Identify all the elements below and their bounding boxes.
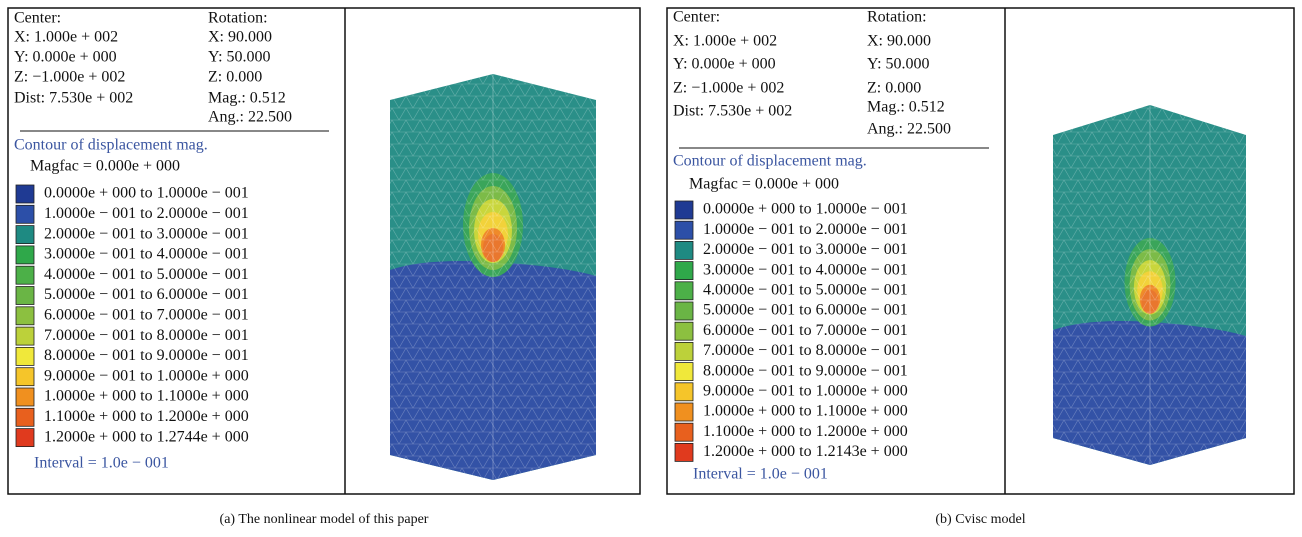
magfac: Magfac = 0.000e + 000 bbox=[689, 176, 839, 193]
legend-swatch bbox=[675, 262, 693, 280]
magfac: Magfac = 0.000e + 000 bbox=[30, 158, 180, 175]
legend-label: 3.0000e − 001 to 4.0000e − 001 bbox=[703, 261, 908, 278]
contour-title: Contour of displacement mag. bbox=[673, 153, 867, 170]
legend-label: 1.1000e + 000 to 1.2000e + 000 bbox=[703, 423, 908, 440]
model bbox=[1053, 105, 1246, 465]
center-value: Z: −1.000e + 002 bbox=[14, 69, 125, 86]
legend-label: 1.0000e − 001 to 2.0000e − 001 bbox=[44, 205, 249, 222]
rotation-label: Rotation: bbox=[867, 9, 927, 26]
legend-label: 6.0000e − 001 to 7.0000e − 001 bbox=[703, 322, 908, 339]
legend-swatch bbox=[675, 302, 693, 320]
mag: Mag.: 0.512 bbox=[867, 99, 945, 116]
rotation-value: Z: 0.000 bbox=[867, 80, 921, 97]
legend-label: 0.0000e + 000 to 1.0000e − 001 bbox=[703, 201, 908, 218]
legend-label: 7.0000e − 001 to 8.0000e − 001 bbox=[703, 342, 908, 359]
center-value: Y: 0.000e + 000 bbox=[14, 49, 117, 66]
legend-swatch bbox=[675, 221, 693, 239]
legend-swatch bbox=[16, 388, 34, 406]
dist: Dist: 7.530e + 002 bbox=[673, 103, 792, 120]
figure: Center: X: 1.000e + 002 Y: 0.000e + 000 Z: … bbox=[0, 0, 1302, 537]
legend-label: 5.0000e − 001 to 6.0000e − 001 bbox=[703, 302, 908, 319]
legend-label: 5.0000e − 001 to 6.0000e − 001 bbox=[44, 286, 249, 303]
legend-swatch bbox=[16, 368, 34, 386]
rotation-value: X: 90.000 bbox=[867, 33, 931, 50]
legend-label: 0.0000e + 000 to 1.0000e − 001 bbox=[44, 185, 249, 202]
legend-swatch bbox=[16, 266, 34, 284]
rotation-value: Y: 50.000 bbox=[867, 56, 930, 73]
legend-label: 9.0000e − 001 to 1.0000e + 000 bbox=[703, 382, 908, 399]
legend-swatch bbox=[675, 383, 693, 401]
center-value: Z: −1.000e + 002 bbox=[673, 80, 784, 97]
legend-label: 8.0000e − 001 to 9.0000e − 001 bbox=[703, 362, 908, 379]
contour-title: Contour of displacement mag. bbox=[14, 137, 208, 154]
caption: (b) Cvisc model bbox=[935, 512, 1025, 527]
legend-label: 9.0000e − 001 to 1.0000e + 000 bbox=[44, 367, 249, 384]
legend-swatch bbox=[675, 423, 693, 441]
legend-label: 7.0000e − 001 to 8.0000e − 001 bbox=[44, 327, 249, 344]
interval: Interval = 1.0e − 001 bbox=[34, 455, 169, 472]
legend-swatch bbox=[675, 201, 693, 219]
legend-label: 1.2000e + 000 to 1.2143e + 000 bbox=[703, 443, 908, 460]
panel: Center: X: 1.000e + 002 Y: 0.000e + 000 Z: … bbox=[8, 8, 640, 527]
legend-label: 4.0000e − 001 to 5.0000e − 001 bbox=[44, 266, 249, 283]
model bbox=[390, 74, 596, 480]
dist: Dist: 7.530e + 002 bbox=[14, 90, 133, 107]
legend-swatch bbox=[675, 282, 693, 300]
legend-label: 6.0000e − 001 to 7.0000e − 001 bbox=[44, 306, 249, 323]
legend-swatch bbox=[16, 226, 34, 244]
ang: Ang.: 22.500 bbox=[867, 121, 951, 138]
legend-label: 1.0000e + 000 to 1.1000e + 000 bbox=[44, 388, 249, 405]
legend-swatch bbox=[16, 287, 34, 305]
center-value: X: 1.000e + 002 bbox=[14, 29, 118, 46]
rotation-value: Z: 0.000 bbox=[208, 69, 262, 86]
legend-label: 1.2000e + 000 to 1.2744e + 000 bbox=[44, 428, 249, 445]
legend-label: 2.0000e − 001 to 3.0000e − 001 bbox=[703, 241, 908, 258]
legend-swatch bbox=[16, 185, 34, 203]
legend-label: 3.0000e − 001 to 4.0000e − 001 bbox=[44, 246, 249, 263]
legend-swatch bbox=[16, 347, 34, 365]
center-label: Center: bbox=[14, 10, 61, 27]
legend-swatch bbox=[16, 205, 34, 223]
legend-label: 1.1000e + 000 to 1.2000e + 000 bbox=[44, 408, 249, 425]
caption: (a) The nonlinear model of this paper bbox=[220, 512, 429, 527]
panel: Center: X: 1.000e + 002 Y: 0.000e + 000 Z: … bbox=[667, 8, 1294, 527]
legend-swatch bbox=[16, 246, 34, 264]
rotation-label: Rotation: bbox=[208, 10, 268, 27]
legend-swatch bbox=[675, 443, 693, 461]
ang: Ang.: 22.500 bbox=[208, 109, 292, 126]
legend-label: 8.0000e − 001 to 9.0000e − 001 bbox=[44, 347, 249, 364]
model-mesh bbox=[1053, 105, 1246, 465]
legend-label: 1.0000e − 001 to 2.0000e − 001 bbox=[703, 221, 908, 238]
center-label: Center: bbox=[673, 9, 720, 26]
legend-swatch bbox=[16, 408, 34, 426]
legend-label: 2.0000e − 001 to 3.0000e − 001 bbox=[44, 225, 249, 242]
rotation-value: Y: 50.000 bbox=[208, 49, 271, 66]
center-value: Y: 0.000e + 000 bbox=[673, 56, 776, 73]
mag: Mag.: 0.512 bbox=[208, 90, 286, 107]
legend-swatch bbox=[16, 307, 34, 325]
legend-label: 1.0000e + 000 to 1.1000e + 000 bbox=[703, 403, 908, 420]
rotation-value: X: 90.000 bbox=[208, 29, 272, 46]
legend-swatch bbox=[16, 327, 34, 345]
interval: Interval = 1.0e − 001 bbox=[693, 466, 828, 483]
legend-swatch bbox=[675, 363, 693, 381]
legend-swatch bbox=[675, 322, 693, 340]
legend-swatch bbox=[16, 429, 34, 447]
legend-swatch bbox=[675, 342, 693, 360]
legend-swatch bbox=[675, 241, 693, 259]
legend-swatch bbox=[675, 403, 693, 421]
center-value: X: 1.000e + 002 bbox=[673, 33, 777, 50]
legend-label: 4.0000e − 001 to 5.0000e − 001 bbox=[703, 281, 908, 298]
